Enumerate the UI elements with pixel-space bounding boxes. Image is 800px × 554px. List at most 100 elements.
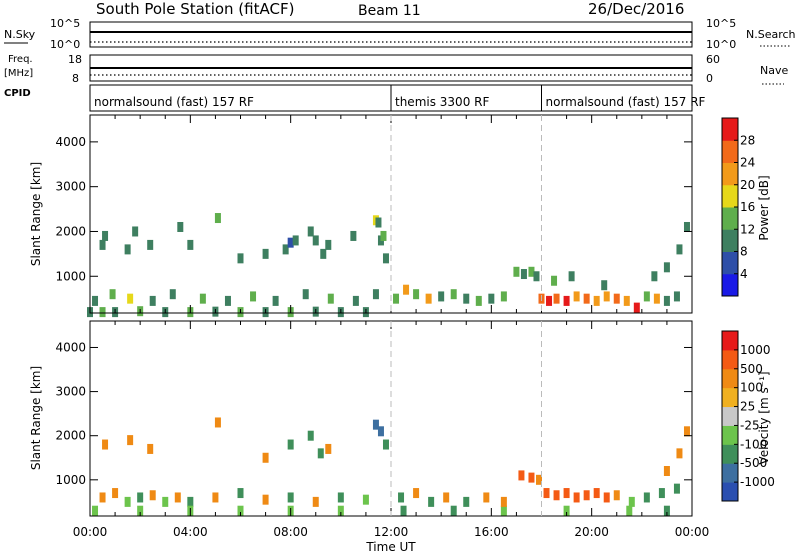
colorbar-swatch	[722, 162, 738, 186]
y-tick-label: 3000	[55, 180, 86, 194]
freq-tick-top: 18	[68, 53, 82, 66]
nsearch-tick-bottom: 10^0	[706, 38, 736, 51]
data-cell	[147, 239, 154, 250]
x-tick-label: 16:00	[474, 525, 509, 539]
data-cell	[262, 248, 269, 259]
power-colorbar-tick-label: 20	[740, 178, 755, 192]
data-cell	[683, 221, 690, 232]
power-colorbar-tick-label: 4	[740, 267, 748, 281]
data-cell	[187, 496, 194, 507]
freq-tick-bottom: 8	[72, 72, 79, 85]
data-cell	[320, 248, 327, 259]
data-cell	[149, 295, 156, 306]
data-cell	[643, 492, 650, 503]
data-cell	[450, 505, 457, 516]
data-cell	[149, 490, 156, 501]
cpid-panel: CPID normalsound (fast) 157 RF themis 330…	[4, 84, 706, 112]
data-cell	[162, 496, 169, 507]
nave-label: Nave	[760, 64, 788, 77]
data-cell	[262, 452, 269, 463]
data-cell	[372, 289, 379, 300]
x-axis-ticks: 00:00 04:00 08:00 12:00 16:00 20:00 00:00	[73, 525, 710, 539]
x-tick-label: 00:00	[73, 525, 108, 539]
data-cell	[224, 295, 231, 306]
data-cell	[292, 235, 299, 246]
data-cell	[214, 213, 221, 224]
x-tick-label: 20:00	[574, 525, 609, 539]
data-cell	[683, 426, 690, 437]
data-cell	[132, 226, 139, 237]
data-cell	[102, 230, 109, 241]
cpid-segment-label: normalsound (fast) 157 RF	[94, 95, 254, 109]
data-cell	[553, 490, 560, 501]
data-cell	[352, 295, 359, 306]
data-cell	[663, 295, 670, 306]
data-cell	[568, 271, 575, 282]
data-cell	[199, 293, 206, 304]
data-cell	[500, 496, 507, 507]
velocity-colorbar-label: Velocity [m s⁻¹]	[757, 371, 771, 464]
nave-tick-bottom: 0	[706, 72, 713, 85]
power-colorbar-tick-label: 16	[740, 200, 755, 214]
y-tick-label: 2000	[55, 429, 86, 443]
data-cell	[428, 496, 435, 507]
data-cell	[92, 505, 99, 516]
colorbar-swatch	[722, 251, 738, 275]
colorbar-swatch	[722, 118, 738, 141]
data-cell	[127, 293, 134, 304]
station-title: South Pole Station (fitACF)	[96, 0, 294, 18]
data-cell	[214, 417, 221, 428]
data-cell	[438, 291, 445, 302]
velocity-colorbar-tick-label: 500	[740, 362, 763, 376]
data-cell	[109, 289, 116, 300]
cpid-label: CPID	[4, 88, 31, 99]
data-cell	[312, 235, 319, 246]
colorbar-swatch	[722, 482, 738, 502]
data-cell	[528, 472, 535, 483]
power-colorbar-tick-label: 28	[740, 133, 755, 147]
data-cell	[287, 237, 294, 248]
velocity-axes: 1000 2000 3000 4000	[55, 321, 693, 516]
data-cell	[337, 505, 344, 516]
beam-title: Beam 11	[358, 3, 421, 19]
colorbar-swatch	[722, 331, 738, 351]
data-cell	[475, 295, 482, 306]
data-cell	[651, 271, 658, 282]
data-cell	[676, 448, 683, 459]
velocity-colorbar-tick-label: 100	[740, 381, 763, 395]
data-cell	[382, 253, 389, 264]
data-cell	[137, 492, 144, 503]
data-cell	[287, 492, 294, 503]
data-cell	[488, 293, 495, 304]
data-cell	[613, 490, 620, 501]
data-cell	[413, 289, 420, 300]
y-tick-label: 2000	[55, 224, 86, 238]
velocity-cells	[92, 417, 690, 516]
data-cell	[653, 293, 660, 304]
data-cell	[413, 488, 420, 499]
data-cell	[628, 496, 635, 507]
data-cell	[573, 492, 580, 503]
x-tick-label: 08:00	[273, 525, 308, 539]
data-cell	[187, 239, 194, 250]
cpid-segments: normalsound (fast) 157 RF themis 3300 RF n…	[94, 85, 706, 111]
nsky-tick-bottom: 10^0	[50, 38, 80, 51]
data-cell	[603, 291, 610, 302]
cpid-segment-label: normalsound (fast) 157 RF	[546, 95, 706, 109]
data-cell	[382, 439, 389, 450]
velocity-colorbar-tick-label: -500	[740, 456, 767, 470]
data-cell	[513, 266, 520, 277]
power-colorbar: 4 8 12 16 20 24 28	[721, 117, 755, 297]
data-cell	[613, 293, 620, 304]
data-cell	[658, 488, 665, 499]
freq-label-2: [MHz]	[4, 68, 33, 79]
data-cell	[362, 494, 369, 505]
velocity-colorbar-tick-label: -1000	[740, 475, 775, 489]
velocity-colorbar-tick-label: -100	[740, 437, 767, 451]
data-cell	[282, 244, 289, 255]
data-cell	[377, 426, 384, 437]
nsearch-label: N.Search	[746, 28, 796, 41]
data-cell	[237, 505, 244, 516]
colorbar-swatch	[722, 425, 738, 445]
y-tick-label: 4000	[55, 135, 86, 149]
